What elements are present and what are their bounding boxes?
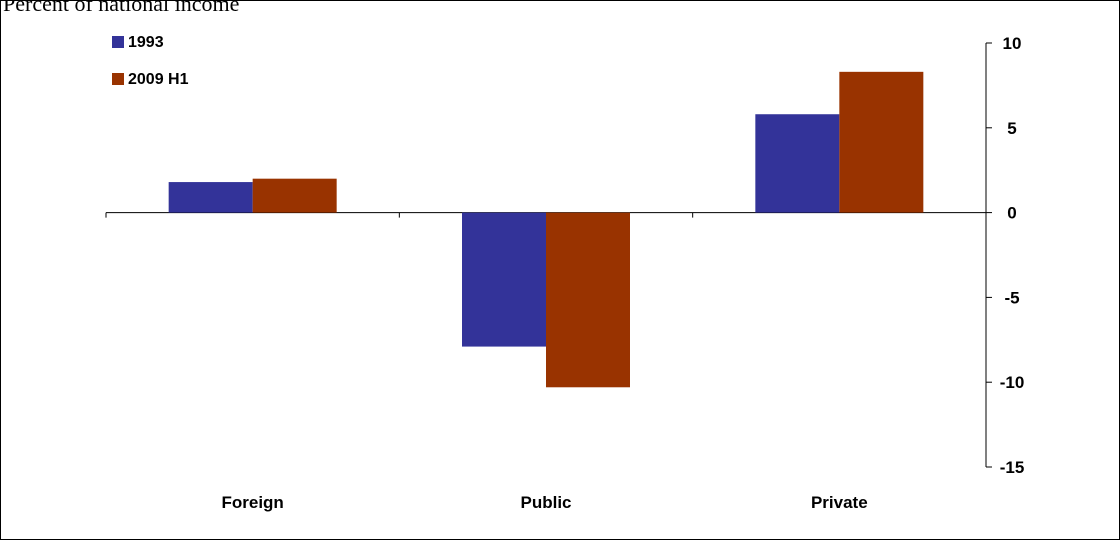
y-tick-label: -10: [1000, 373, 1025, 392]
category-label: Foreign: [221, 493, 283, 512]
legend-label: 2009 H1: [128, 71, 189, 88]
category-label: Private: [811, 493, 868, 512]
legend: 1993 2009 H1: [112, 34, 189, 88]
y-tick-label: -15: [1000, 458, 1025, 477]
y-tick-label: 0: [1007, 204, 1016, 223]
labels: 10 5 0 -5 -10 -15 Foreign Public Private: [221, 34, 1024, 512]
bar-private-1993: [755, 114, 840, 213]
bar-foreign-1993: [168, 182, 253, 213]
bar-public-2009-h1: [546, 212, 630, 388]
legend-label: 1993: [128, 34, 164, 51]
y-tick-label: -5: [1004, 288, 1019, 307]
y-tick-label: 10: [1003, 34, 1022, 53]
y-tick-label: 5: [1007, 119, 1016, 138]
bar-private-2009-h1: [839, 71, 924, 213]
bar-foreign-2009-h1: [252, 178, 337, 213]
bars: [168, 71, 924, 388]
bar-public-1993: [462, 212, 546, 347]
legend-swatch: [112, 36, 124, 48]
page-title: Percent of national income: [3, 0, 240, 16]
category-label: Public: [520, 493, 571, 512]
legend-swatch: [112, 73, 124, 85]
